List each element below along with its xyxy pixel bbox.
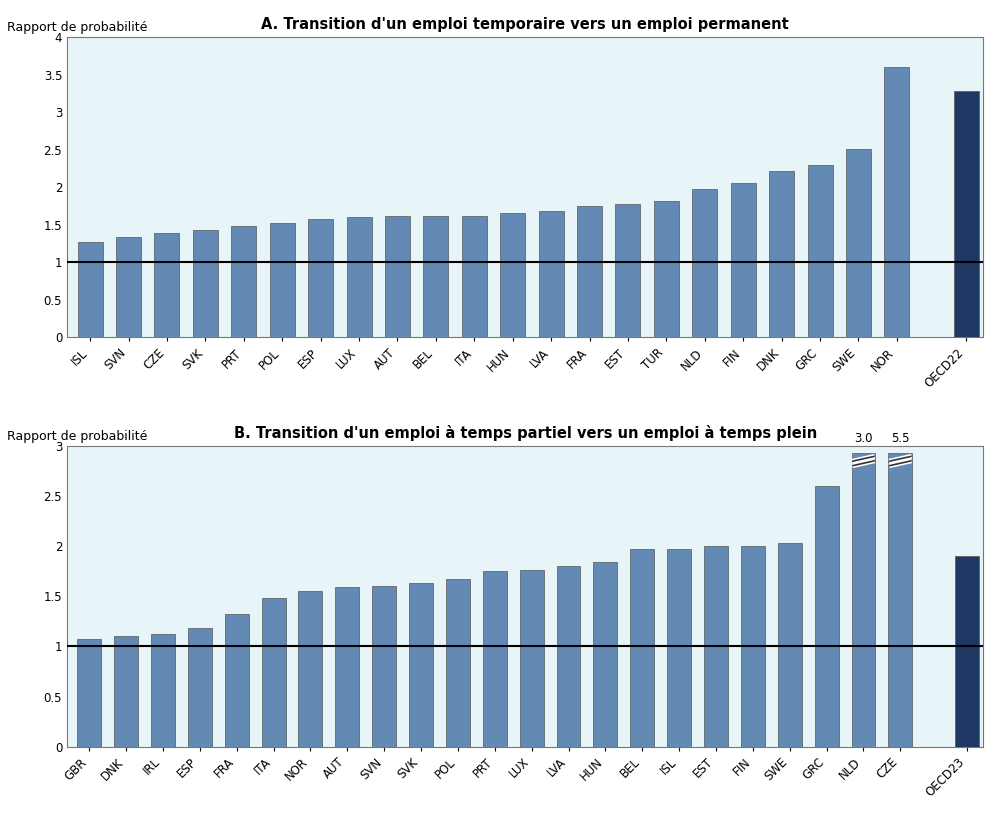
Bar: [955, 557, 979, 747]
Bar: [593, 562, 617, 747]
Bar: [667, 549, 691, 747]
Bar: [231, 226, 256, 337]
Bar: [557, 566, 580, 747]
Bar: [262, 598, 286, 747]
Bar: [954, 91, 979, 337]
Bar: [731, 183, 756, 337]
Bar: [630, 549, 654, 747]
Bar: [852, 453, 875, 747]
Bar: [372, 587, 396, 747]
Bar: [335, 588, 359, 747]
Bar: [116, 237, 141, 337]
Bar: [654, 201, 679, 337]
Bar: [77, 640, 101, 747]
Text: 5.5: 5.5: [891, 432, 910, 445]
Bar: [778, 543, 802, 747]
Text: 3.0: 3.0: [854, 432, 873, 445]
Bar: [483, 571, 507, 747]
Bar: [500, 214, 525, 337]
Bar: [741, 547, 765, 747]
Bar: [151, 634, 175, 747]
Bar: [769, 171, 794, 337]
Bar: [114, 636, 138, 747]
Bar: [884, 67, 909, 337]
Bar: [704, 547, 728, 747]
Bar: [78, 242, 103, 337]
Bar: [577, 206, 602, 337]
Bar: [154, 233, 179, 337]
Bar: [808, 165, 833, 337]
Bar: [193, 230, 218, 337]
Bar: [692, 189, 717, 337]
Title: A. Transition d'un emploi temporaire vers un emploi permanent: A. Transition d'un emploi temporaire ver…: [261, 16, 789, 32]
Bar: [298, 592, 322, 747]
Bar: [409, 583, 433, 747]
Bar: [615, 204, 640, 337]
Bar: [462, 215, 487, 337]
Bar: [385, 215, 410, 337]
Bar: [225, 614, 249, 747]
Bar: [423, 215, 448, 337]
Text: Rapport de probabilité: Rapport de probabilité: [7, 21, 148, 34]
Bar: [520, 570, 544, 747]
Bar: [308, 220, 333, 337]
Bar: [446, 579, 470, 747]
Bar: [270, 224, 295, 337]
Bar: [888, 453, 912, 747]
Bar: [539, 211, 564, 337]
Bar: [347, 217, 372, 337]
Bar: [188, 628, 212, 747]
Title: B. Transition d'un emploi à temps partiel vers un emploi à temps plein: B. Transition d'un emploi à temps partie…: [234, 425, 817, 441]
Text: Rapport de probabilité: Rapport de probabilité: [7, 430, 148, 443]
Bar: [815, 486, 839, 747]
Bar: [846, 149, 871, 337]
